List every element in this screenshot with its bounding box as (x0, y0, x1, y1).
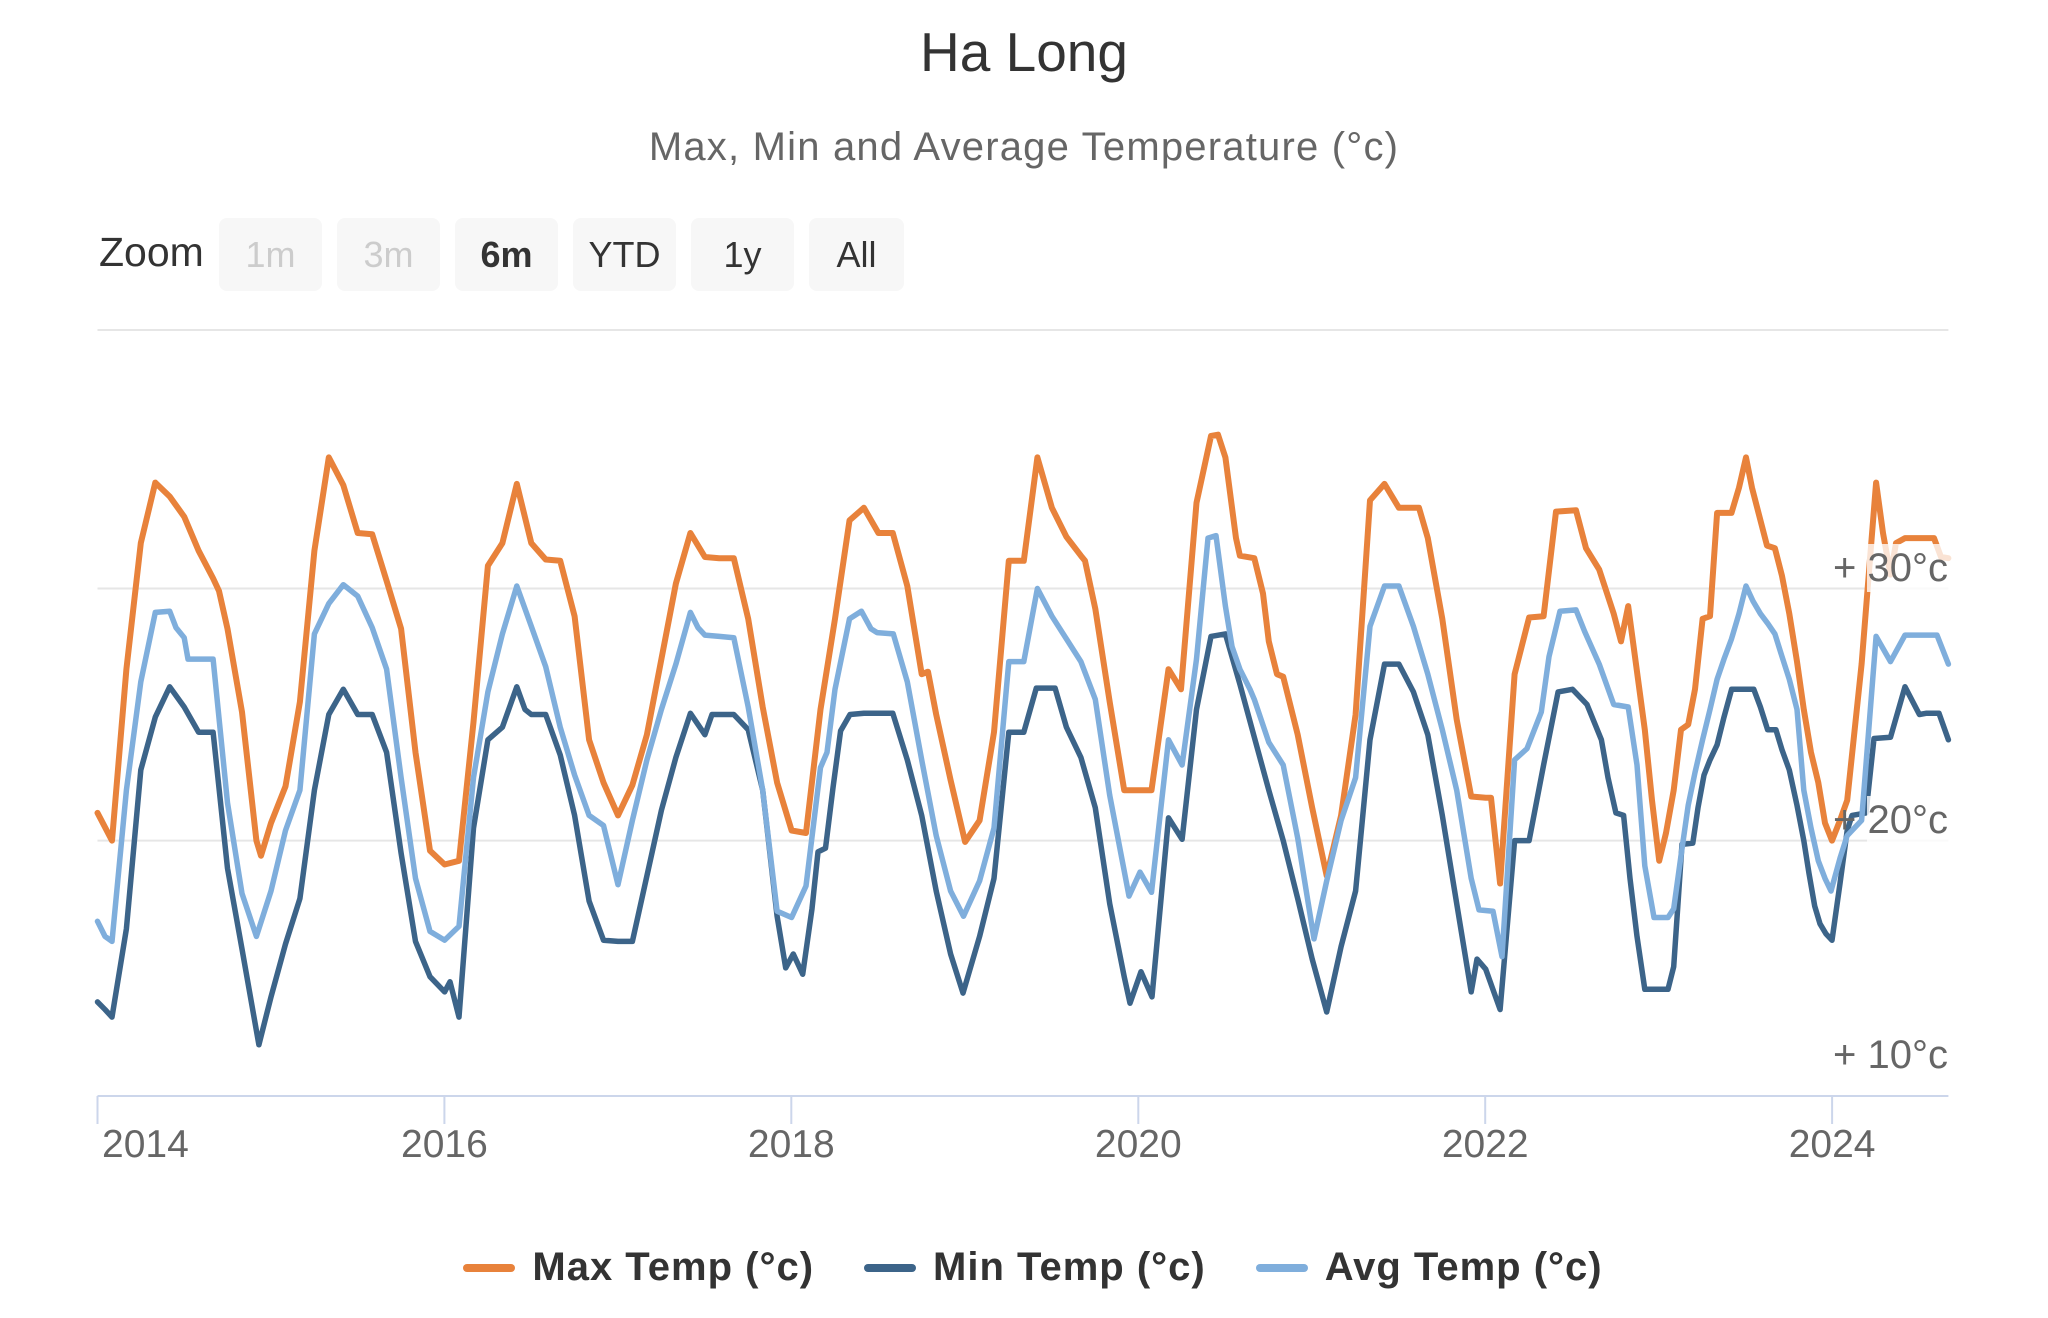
svg-text:+ 30°c: + 30°c (1833, 546, 1948, 590)
svg-text:2024: 2024 (1789, 1123, 1876, 1166)
svg-text:2022: 2022 (1442, 1123, 1529, 1166)
svg-text:+ 20°c: + 20°c (1833, 798, 1948, 842)
svg-text:+ 10°c: + 10°c (1833, 1033, 1948, 1077)
svg-text:2014: 2014 (102, 1123, 189, 1166)
svg-text:2020: 2020 (1095, 1123, 1182, 1166)
svg-text:2016: 2016 (401, 1123, 488, 1166)
svg-text:2018: 2018 (748, 1123, 835, 1166)
